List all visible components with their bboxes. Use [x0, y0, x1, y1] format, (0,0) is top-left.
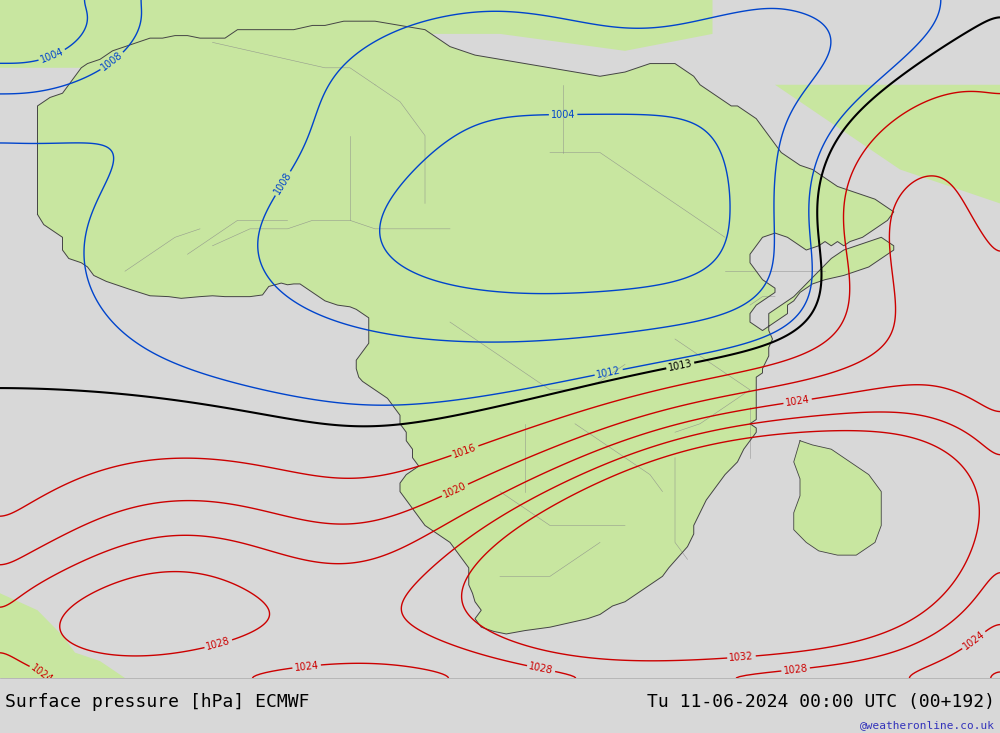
Text: 1004: 1004	[551, 109, 575, 119]
Polygon shape	[38, 21, 894, 634]
Polygon shape	[0, 0, 712, 68]
Text: 1028: 1028	[528, 661, 554, 676]
Text: 1012: 1012	[596, 365, 622, 380]
Polygon shape	[56, 93, 69, 102]
Text: Tu 11-06-2024 00:00 UTC (00+192): Tu 11-06-2024 00:00 UTC (00+192)	[647, 693, 995, 712]
Text: 1024: 1024	[29, 662, 55, 685]
Text: Surface pressure [hPa] ECMWF: Surface pressure [hPa] ECMWF	[5, 693, 310, 712]
Text: 1020: 1020	[442, 481, 468, 500]
Polygon shape	[175, 26, 425, 43]
Text: 1004: 1004	[39, 47, 65, 65]
Text: 1024: 1024	[294, 660, 319, 673]
Polygon shape	[725, 85, 1000, 204]
Text: 1024: 1024	[961, 629, 987, 652]
Text: @weatheronline.co.uk: @weatheronline.co.uk	[860, 721, 995, 730]
Polygon shape	[794, 441, 881, 555]
Text: 1032: 1032	[729, 651, 754, 663]
Text: 1028: 1028	[205, 636, 232, 652]
Text: 1013: 1013	[667, 358, 693, 373]
Text: 1028: 1028	[783, 663, 808, 676]
Text: 1016: 1016	[452, 442, 478, 460]
Text: 1024: 1024	[785, 394, 811, 408]
Text: 1008: 1008	[99, 50, 125, 73]
Polygon shape	[0, 593, 125, 678]
Text: 1008: 1008	[272, 170, 294, 196]
